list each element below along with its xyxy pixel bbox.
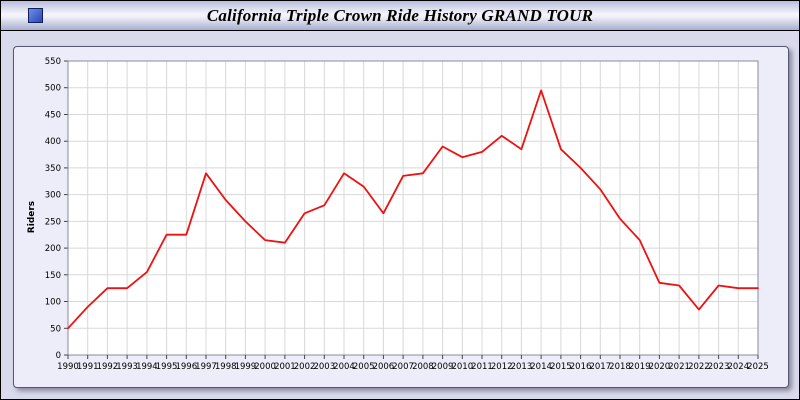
- svg-text:500: 500: [45, 84, 61, 94]
- svg-text:250: 250: [45, 217, 61, 227]
- svg-text:1990: 1990: [57, 362, 79, 372]
- svg-text:1995: 1995: [156, 362, 178, 372]
- svg-text:2007: 2007: [392, 362, 414, 372]
- svg-text:2008: 2008: [412, 362, 434, 372]
- svg-text:1997: 1997: [195, 362, 217, 372]
- svg-text:2024: 2024: [727, 362, 749, 372]
- svg-text:2018: 2018: [609, 362, 631, 372]
- svg-text:2003: 2003: [313, 362, 335, 372]
- svg-text:2017: 2017: [589, 362, 611, 372]
- svg-text:300: 300: [45, 191, 61, 201]
- svg-text:2011: 2011: [471, 362, 493, 372]
- svg-text:2001: 2001: [274, 362, 296, 372]
- svg-text:450: 450: [45, 111, 61, 121]
- svg-text:350: 350: [45, 164, 61, 174]
- svg-text:100: 100: [45, 298, 61, 308]
- svg-text:2014: 2014: [530, 362, 552, 372]
- svg-text:1996: 1996: [175, 362, 197, 372]
- chart-svg: 0501001502002503003504004505005501990199…: [45, 57, 769, 372]
- svg-text:2005: 2005: [353, 362, 375, 372]
- svg-text:2009: 2009: [432, 362, 454, 372]
- svg-text:1998: 1998: [215, 362, 237, 372]
- title-bar: California Triple Crown Ride History GRA…: [1, 1, 799, 31]
- page-title: California Triple Crown Ride History GRA…: [206, 5, 594, 25]
- svg-text:2020: 2020: [649, 362, 671, 372]
- svg-text:2006: 2006: [373, 362, 395, 372]
- svg-text:400: 400: [45, 137, 61, 147]
- svg-text:2021: 2021: [668, 362, 690, 372]
- chart-panel: Riders 0 50 100 150 200 250 300 350 400 450 500 550…: [13, 46, 789, 388]
- svg-text:2015: 2015: [550, 362, 572, 372]
- svg-text:1994: 1994: [136, 362, 158, 372]
- svg-text:200: 200: [45, 244, 61, 254]
- svg-text:2010: 2010: [451, 362, 473, 372]
- svg-text:1999: 1999: [235, 362, 257, 372]
- svg-text:2002: 2002: [294, 362, 316, 372]
- header-logo-icon: [28, 8, 43, 23]
- svg-text:550: 550: [45, 57, 61, 67]
- svg-text:1993: 1993: [116, 362, 138, 372]
- svg-text:2013: 2013: [511, 362, 533, 372]
- svg-text:2016: 2016: [570, 362, 592, 372]
- svg-text:2000: 2000: [254, 362, 276, 372]
- svg-text:2004: 2004: [333, 362, 355, 372]
- svg-text:2023: 2023: [708, 362, 730, 372]
- svg-text:2022: 2022: [688, 362, 710, 372]
- svg-text:50: 50: [50, 324, 61, 334]
- svg-text:1992: 1992: [97, 362, 119, 372]
- svg-text:150: 150: [45, 271, 61, 281]
- svg-text:1991: 1991: [77, 362, 99, 372]
- svg-text:2025: 2025: [747, 362, 769, 372]
- svg-text:2012: 2012: [491, 362, 513, 372]
- svg-text:0: 0: [56, 351, 61, 361]
- svg-text:2019: 2019: [629, 362, 651, 372]
